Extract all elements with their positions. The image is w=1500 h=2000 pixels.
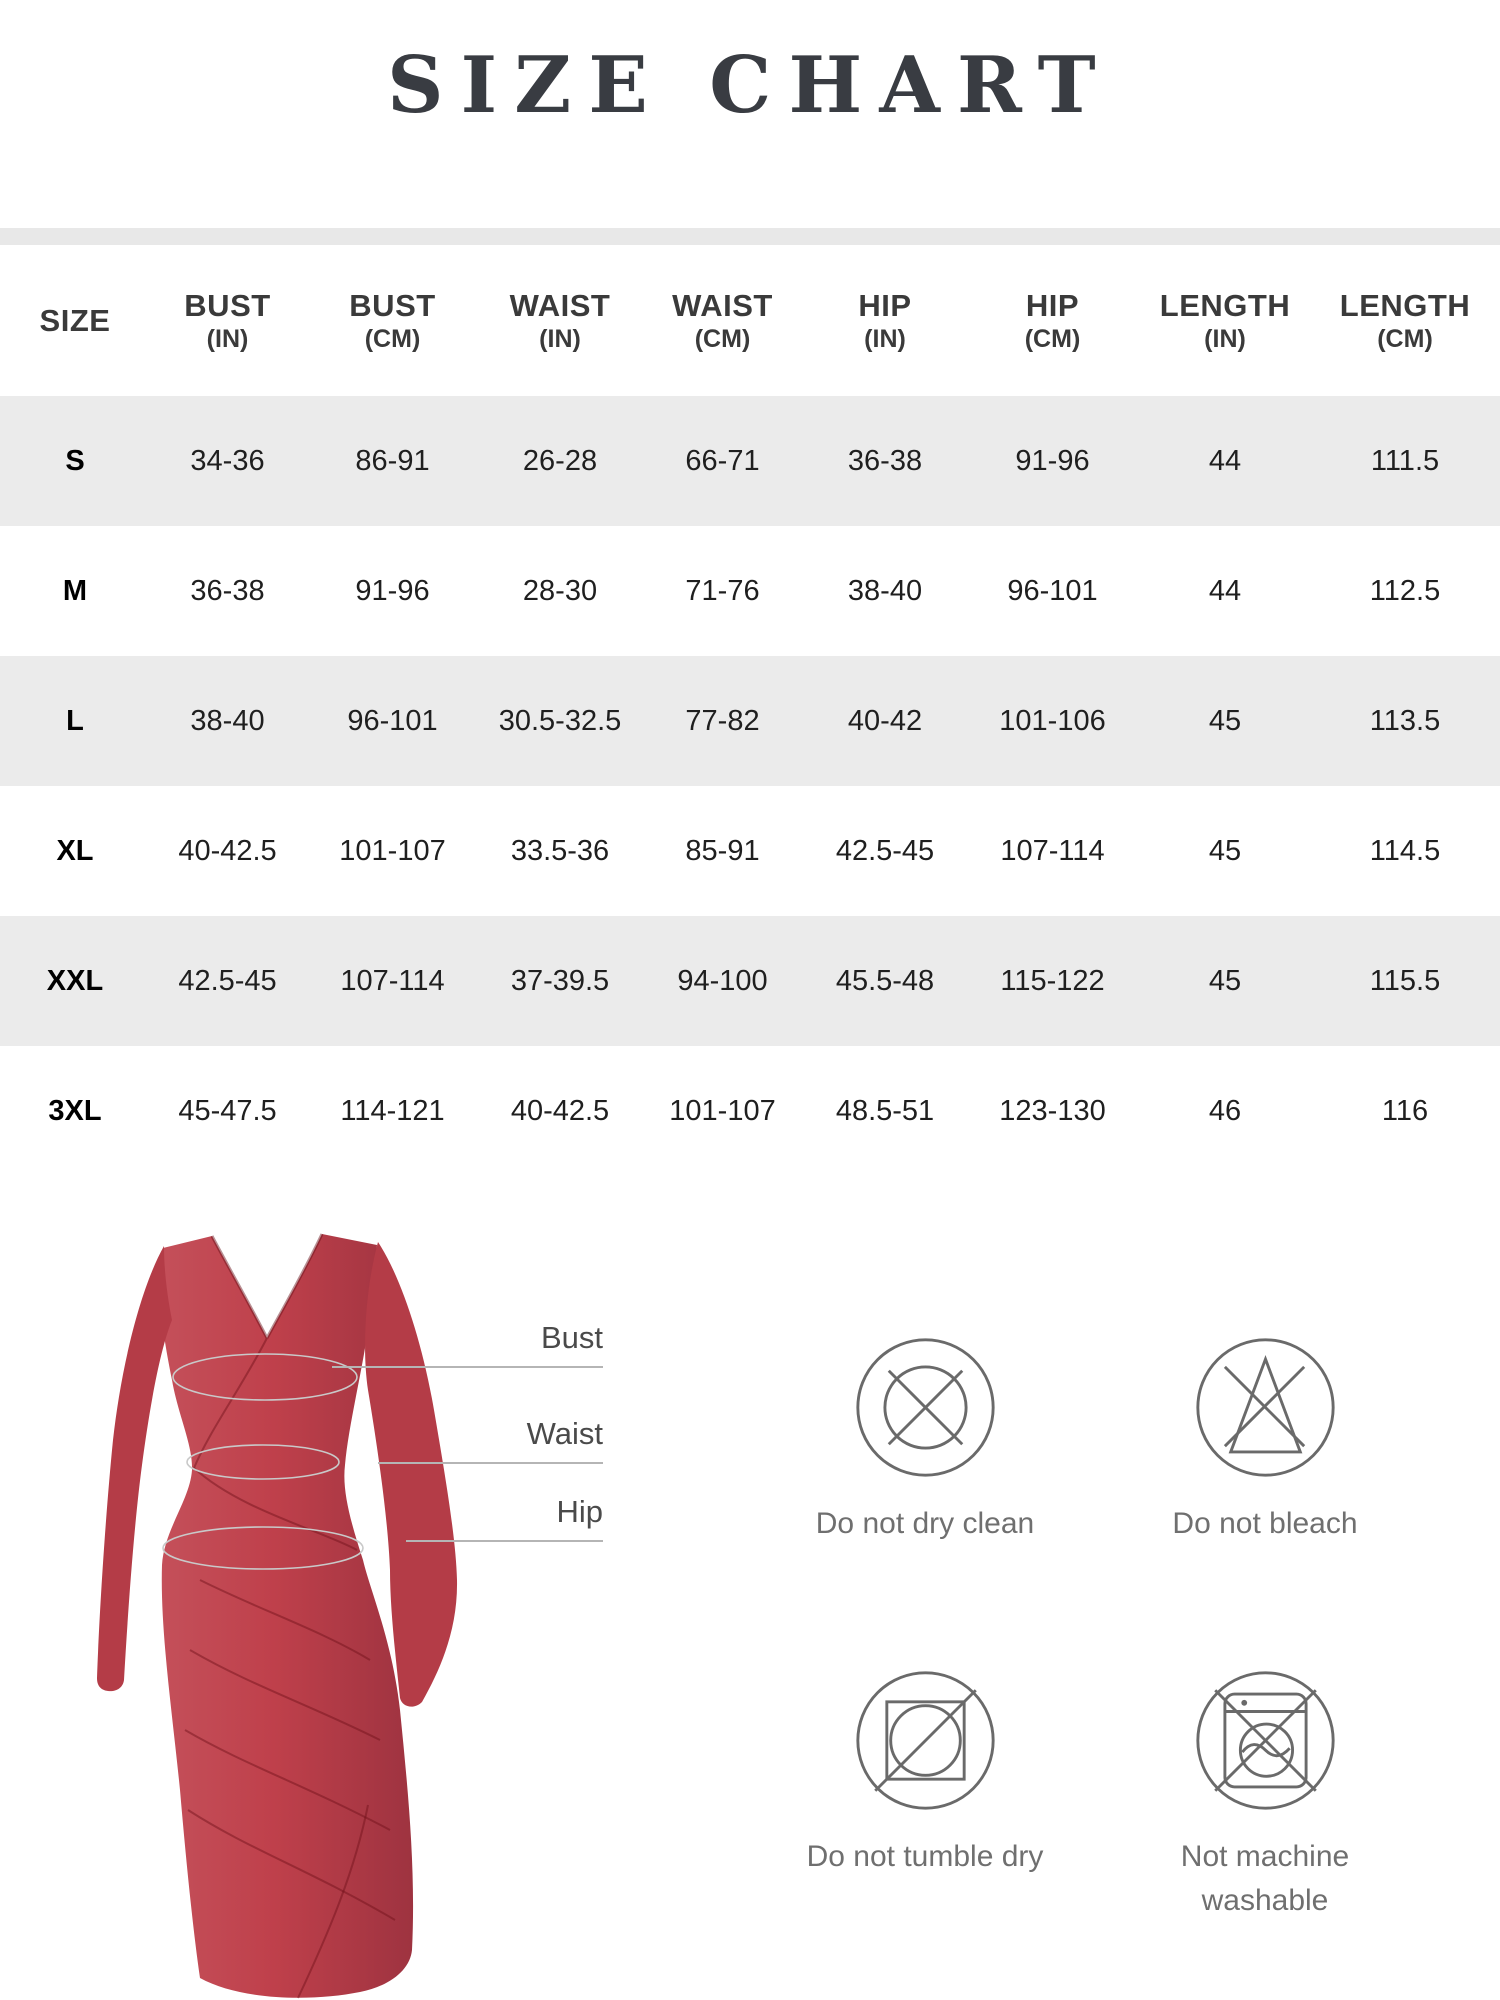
dress-illustration bbox=[60, 1230, 480, 2000]
table-cell: M bbox=[62, 574, 88, 607]
column-header-size: SIZE bbox=[39, 302, 111, 338]
divider-bar bbox=[0, 228, 1500, 245]
table-cell: 113.5 bbox=[1369, 704, 1441, 737]
table-cell: 44 bbox=[1208, 574, 1242, 607]
care-label: Not machine washable bbox=[1180, 1840, 1350, 1917]
table-cell: 37-39.5 bbox=[510, 964, 610, 997]
table-cell: 42.5-45 bbox=[178, 964, 277, 997]
table-cell: 44 bbox=[1208, 444, 1242, 477]
hip-measure-line bbox=[406, 1540, 603, 1542]
care-label: Do not bleach bbox=[1172, 1507, 1358, 1540]
table-cell: 34-36 bbox=[190, 444, 265, 477]
table-cell: 107-114 bbox=[1000, 834, 1105, 867]
size-table: SIZE BUST (IN) BUST (CM) WAIST (IN) WAIST (C… bbox=[0, 245, 1500, 1176]
table-cell: 71-76 bbox=[685, 574, 760, 607]
table-cell: 112.5 bbox=[1369, 574, 1441, 607]
table-cell: 36-38 bbox=[847, 444, 923, 477]
table-cell: 91-96 bbox=[355, 574, 430, 607]
column-header-length-in: LENGTH (IN) bbox=[1159, 287, 1291, 354]
table-cell: 101-107 bbox=[339, 834, 446, 867]
page-title: SIZE CHART bbox=[387, 40, 1113, 131]
table-cell: 45 bbox=[1208, 704, 1242, 737]
column-header-bust-cm: BUST (CM) bbox=[349, 287, 436, 354]
table-cell: 107-114 bbox=[340, 964, 445, 997]
table-cell: 45 bbox=[1208, 964, 1242, 997]
table-cell: 85-91 bbox=[685, 834, 760, 867]
column-header-length-cm: LENGTH (CM) bbox=[1339, 287, 1471, 354]
table-row-s: S 34-36 86-91 26-28 66-71 36-38 91-96 44… bbox=[0, 396, 1500, 526]
care-item-do-not-tumble-dry: Do not tumble dry bbox=[755, 1668, 1095, 1879]
table-cell: 114-121 bbox=[340, 1094, 445, 1127]
dress-icon bbox=[97, 1233, 458, 1999]
table-cell: 46 bbox=[1208, 1094, 1242, 1127]
table-row-xl: XL 40-42.5 101-107 33.5-36 85-91 42.5-45… bbox=[0, 786, 1500, 916]
table-cell: 38-40 bbox=[847, 574, 923, 607]
table-cell: L bbox=[66, 704, 84, 737]
table-cell: 42.5-45 bbox=[835, 834, 935, 867]
table-cell: 123-130 bbox=[999, 1094, 1106, 1127]
size-table-header: SIZE BUST (IN) BUST (CM) WAIST (IN) WAIST (C… bbox=[0, 245, 1500, 396]
table-cell: 66-71 bbox=[685, 444, 760, 477]
table-cell: 45.5-48 bbox=[835, 964, 935, 997]
table-row-3xl: 3XL 45-47.5 114-121 40-42.5 101-107 48.5… bbox=[0, 1046, 1500, 1176]
table-cell: 114.5 bbox=[1369, 834, 1441, 867]
care-item-do-not-bleach: Do not bleach bbox=[1095, 1335, 1435, 1546]
column-header-waist-cm: WAIST (CM) bbox=[672, 287, 773, 354]
table-cell: 91-96 bbox=[1015, 444, 1090, 477]
table-cell: 86-91 bbox=[355, 444, 430, 477]
table-cell: 115-122 bbox=[1000, 964, 1105, 997]
waist-measure-label: Waist bbox=[526, 1416, 603, 1451]
waist-measure-line bbox=[378, 1462, 603, 1464]
table-cell: 96-101 bbox=[1007, 574, 1098, 607]
care-item-do-not-dry-clean: Do not dry clean bbox=[755, 1335, 1095, 1546]
not-machine-washable-icon bbox=[1195, 1671, 1335, 1810]
table-cell: 45-47.5 bbox=[178, 1094, 277, 1127]
table-cell: 115.5 bbox=[1369, 964, 1441, 997]
table-cell: XXL bbox=[46, 964, 104, 997]
table-cell: 28-30 bbox=[522, 574, 598, 607]
table-cell: 48.5-51 bbox=[835, 1094, 935, 1127]
table-cell: 111.5 bbox=[1370, 444, 1440, 477]
table-row-xxl: XXL 42.5-45 107-114 37-39.5 94-100 45.5-… bbox=[0, 916, 1500, 1046]
bust-measure-line bbox=[332, 1366, 603, 1368]
column-header-hip-in: HIP (IN) bbox=[858, 287, 912, 354]
table-cell: S bbox=[65, 444, 85, 477]
table-cell: 38-40 bbox=[190, 704, 265, 737]
column-header-hip-cm: HIP (CM) bbox=[1024, 287, 1081, 354]
table-cell: 96-101 bbox=[347, 704, 438, 737]
table-cell: 116 bbox=[1381, 1094, 1429, 1127]
do-not-dry-clean-icon bbox=[855, 1338, 995, 1477]
table-cell: 40-42 bbox=[847, 704, 923, 737]
care-label: Do not dry clean bbox=[815, 1507, 1035, 1540]
table-cell: 40-42.5 bbox=[178, 834, 277, 867]
table-row-l: L 38-40 96-101 30.5-32.5 77-82 40-42 101… bbox=[0, 656, 1500, 786]
do-not-tumble-dry-icon bbox=[855, 1671, 995, 1810]
table-cell: 77-82 bbox=[685, 704, 760, 737]
table-cell: 33.5-36 bbox=[510, 834, 610, 867]
table-cell: 101-106 bbox=[999, 704, 1106, 737]
do-not-bleach-icon bbox=[1195, 1338, 1335, 1477]
table-cell: 36-38 bbox=[190, 574, 265, 607]
column-header-bust-in: BUST (IN) bbox=[184, 287, 271, 354]
hip-measure-label: Hip bbox=[556, 1494, 603, 1529]
care-label: Do not tumble dry bbox=[806, 1840, 1044, 1873]
table-cell: 40-42.5 bbox=[510, 1094, 610, 1127]
table-cell: XL bbox=[56, 834, 94, 867]
table-cell: 94-100 bbox=[677, 964, 768, 997]
table-cell: 101-107 bbox=[669, 1094, 776, 1127]
table-cell: 26-28 bbox=[522, 444, 598, 477]
table-cell: 45 bbox=[1208, 834, 1242, 867]
table-row-m: M 36-38 91-96 28-30 71-76 38-40 96-101 4… bbox=[0, 526, 1500, 656]
bust-measure-label: Bust bbox=[540, 1320, 603, 1355]
table-cell: 3XL bbox=[48, 1094, 102, 1127]
column-header-waist-in: WAIST (IN) bbox=[509, 287, 611, 354]
table-cell: 30.5-32.5 bbox=[498, 704, 622, 737]
care-item-not-machine-washable: Not machine washable bbox=[1095, 1668, 1435, 1922]
